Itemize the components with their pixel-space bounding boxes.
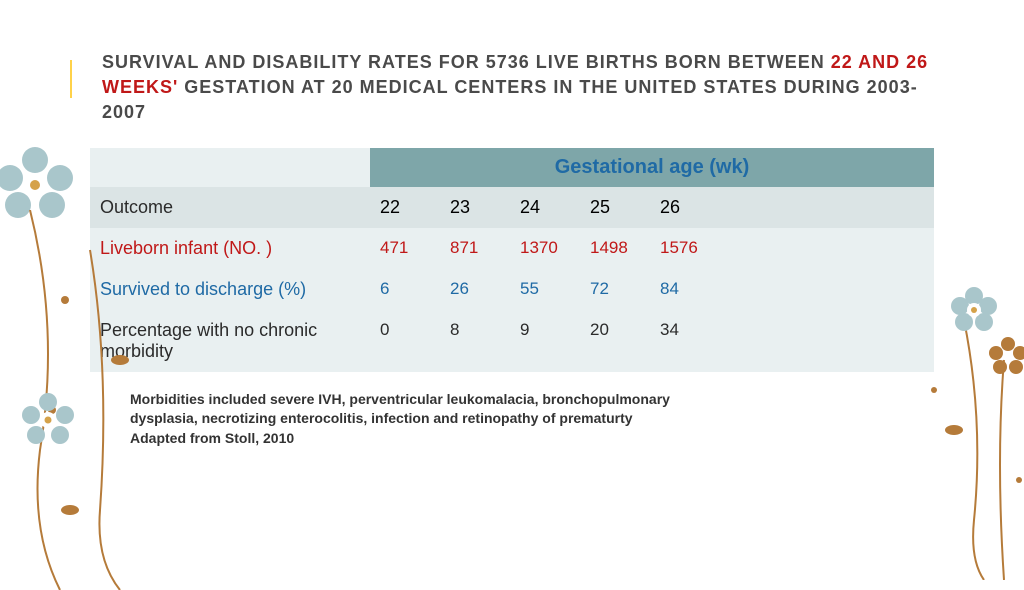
age-col-24: 24 <box>510 187 580 228</box>
morbidity-26: 34 <box>650 310 720 372</box>
survived-25: 72 <box>580 269 650 310</box>
morbidity-24: 9 <box>510 310 580 372</box>
liveborn-25: 1498 <box>580 228 650 269</box>
footnote-morbidities: Morbidities included severe IVH, pervent… <box>130 390 730 429</box>
title-accent-bar <box>70 60 72 98</box>
liveborn-label: Liveborn infant (NO. ) <box>90 228 370 269</box>
age-col-22: 22 <box>370 187 440 228</box>
table-column-header-row: Outcome 22 23 24 25 26 <box>90 187 934 228</box>
age-col-26: 26 <box>650 187 720 228</box>
morbidity-25: 20 <box>580 310 650 372</box>
liveborn-22: 471 <box>370 228 440 269</box>
footnote-source: Adapted from Stoll, 2010 <box>130 429 730 449</box>
morbidity-label: Percentage with no chronic morbidity <box>90 310 370 372</box>
trailing-cell <box>720 269 934 310</box>
slide-title: SURVIVAL AND DISABILITY RATES FOR 5736 L… <box>90 50 934 126</box>
footnote: Morbidities included severe IVH, pervent… <box>130 390 730 449</box>
survived-label: Survived to discharge (%) <box>90 269 370 310</box>
gestational-age-header: Gestational age (wk) <box>370 148 934 187</box>
age-col-23: 23 <box>440 187 510 228</box>
morbidity-22: 0 <box>370 310 440 372</box>
table-span-header-row: Gestational age (wk) <box>90 148 934 187</box>
trailing-cell <box>720 310 934 372</box>
outcome-label: Outcome <box>90 187 370 228</box>
survival-table: Gestational age (wk) Outcome 22 23 24 25… <box>90 148 934 372</box>
trailing-cell <box>720 187 934 228</box>
row-morbidity: Percentage with no chronic morbidity 0 8… <box>90 310 934 372</box>
title-part2: GESTATION AT 20 MEDICAL CENTERS IN THE U… <box>102 77 918 122</box>
survived-22: 6 <box>370 269 440 310</box>
survived-26: 84 <box>650 269 720 310</box>
survived-23: 26 <box>440 269 510 310</box>
liveborn-24: 1370 <box>510 228 580 269</box>
liveborn-26: 1576 <box>650 228 720 269</box>
title-part1: SURVIVAL AND DISABILITY RATES FOR 5736 L… <box>102 52 831 72</box>
row-survived: Survived to discharge (%) 6 26 55 72 84 <box>90 269 934 310</box>
row-liveborn: Liveborn infant (NO. ) 471 871 1370 1498… <box>90 228 934 269</box>
blank-header-cell <box>90 148 370 187</box>
liveborn-23: 871 <box>440 228 510 269</box>
morbidity-23: 8 <box>440 310 510 372</box>
trailing-cell <box>720 228 934 269</box>
age-col-25: 25 <box>580 187 650 228</box>
survived-24: 55 <box>510 269 580 310</box>
